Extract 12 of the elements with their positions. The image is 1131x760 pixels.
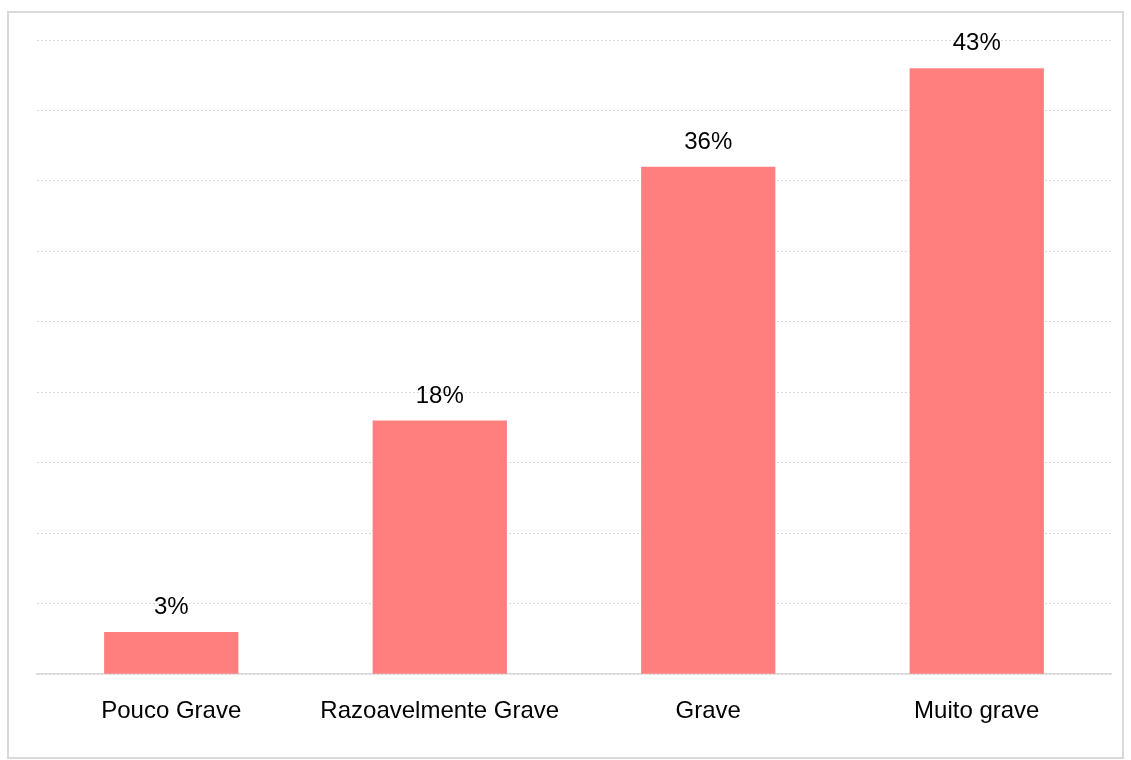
bar [104, 631, 239, 674]
bar [372, 420, 507, 674]
x-tick-label: Grave [675, 696, 741, 724]
x-tick-label: Razoavelmente Grave [320, 696, 560, 724]
data-label: 36% [684, 126, 733, 154]
data-label: 43% [952, 28, 1001, 56]
bar [641, 166, 776, 674]
x-tick-label: Pouco Grave [101, 696, 242, 724]
data-label: 3% [153, 591, 189, 619]
data-label: 18% [415, 380, 464, 408]
bar [909, 68, 1044, 674]
x-tick-label: Muito grave [914, 696, 1040, 724]
